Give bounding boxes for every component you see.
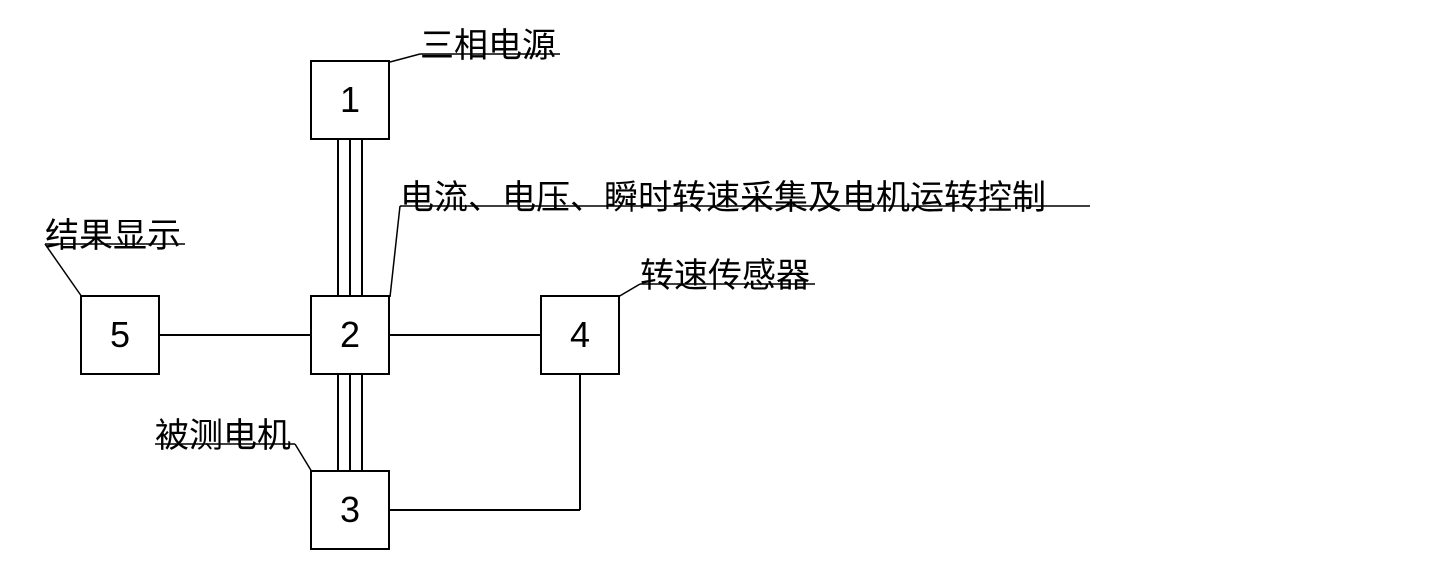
connections [0,0,1442,567]
